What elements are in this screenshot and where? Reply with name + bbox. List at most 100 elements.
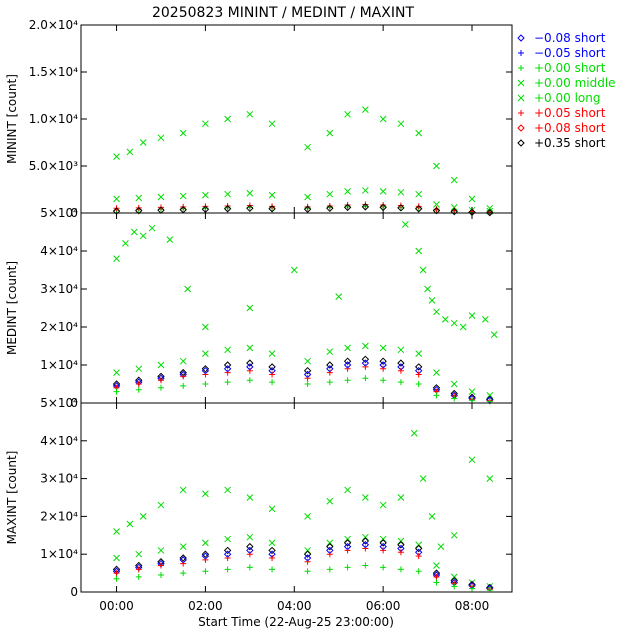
y-axis-label: MAXINT [count] [5, 451, 19, 545]
data-point [224, 190, 231, 198]
data-point [180, 373, 187, 380]
data-point [268, 539, 276, 547]
data-point [326, 551, 333, 558]
data-point [135, 206, 143, 215]
data-point [451, 583, 458, 590]
data-point [415, 381, 422, 387]
data-point [379, 344, 387, 352]
data-point [135, 194, 143, 202]
data-point [344, 344, 351, 352]
data-point [113, 153, 120, 160]
y-tick-label: 5×10⁴ [40, 206, 78, 220]
data-point [180, 570, 187, 577]
data-point [326, 204, 334, 213]
plot-frame [80, 402, 513, 593]
data-point [344, 365, 351, 372]
data-point [468, 312, 476, 319]
data-point [428, 513, 436, 520]
data-point [304, 357, 311, 365]
x-tick-label: 00:00 [99, 599, 134, 613]
data-point [450, 531, 458, 539]
y-tick-label: 0 [70, 396, 78, 410]
data-point [362, 533, 369, 541]
data-point [269, 379, 276, 386]
data-point [486, 475, 494, 482]
panels: 0 5.0×10³ 1.0×10⁴ 1.5×10⁴ 2.0×10⁴ MININT [cou… [5, 18, 513, 599]
data-point [397, 541, 405, 549]
data-point [397, 549, 404, 556]
data-point [304, 513, 311, 520]
data-point [224, 346, 231, 354]
data-point [379, 539, 387, 547]
legend-label: +0.05 short [534, 106, 606, 120]
data-point [269, 554, 276, 561]
data-point [432, 206, 441, 215]
data-point [246, 189, 254, 197]
data-point [362, 494, 369, 501]
data-point [135, 381, 142, 387]
data-point [459, 323, 467, 331]
data-point [380, 377, 387, 384]
data-point [450, 380, 458, 388]
data-point [468, 456, 476, 464]
data-point [113, 388, 120, 395]
legend-label: −0.05 short [534, 46, 606, 60]
data-point [441, 316, 449, 323]
series-group [112, 221, 498, 405]
data-point [397, 204, 405, 212]
data-point [224, 379, 231, 386]
data-point [379, 357, 387, 365]
data-point [428, 297, 436, 304]
data-point [362, 363, 369, 370]
data-point [397, 566, 404, 573]
data-point [269, 371, 276, 378]
data-point [419, 475, 427, 482]
data-point [126, 148, 134, 156]
data-point [379, 188, 387, 195]
legend-item: −0.08 short [517, 31, 606, 45]
data-point [135, 365, 143, 373]
x-tick-labels: 00:00 02:00 04:00 06:00 08:00 [99, 599, 489, 613]
data-point [361, 355, 370, 364]
data-point [126, 520, 134, 528]
data-point [410, 429, 418, 437]
data-point [202, 568, 209, 575]
data-point [486, 204, 494, 212]
data-point [113, 575, 120, 582]
legend-item: +0.08 short [517, 121, 606, 135]
legend-symbol [518, 50, 524, 56]
legend-label: +0.00 middle [534, 76, 616, 90]
legend-symbol [517, 34, 525, 42]
data-point [379, 203, 387, 212]
data-point [202, 120, 209, 128]
data-point [362, 375, 369, 382]
legend-symbol [517, 94, 525, 102]
legend-symbol [518, 110, 524, 116]
data-point [304, 568, 311, 575]
data-point [157, 562, 164, 569]
data-point [433, 579, 440, 586]
y-tick-label: 0 [70, 585, 78, 599]
data-point [157, 571, 164, 578]
data-point [224, 554, 231, 561]
data-point [379, 535, 387, 543]
data-point [113, 195, 120, 203]
data-point [179, 486, 187, 494]
data-point [223, 546, 232, 555]
data-point [268, 205, 276, 213]
data-point [326, 497, 334, 505]
data-point [450, 207, 458, 216]
data-point [139, 139, 147, 146]
y-tick-label: 3×10⁴ [40, 282, 78, 296]
data-point [157, 501, 165, 509]
data-point [433, 562, 440, 569]
panel-2: 0 1×10⁴ 2×10⁴ 3×10⁴ 4×10⁴ 5×10⁴ MEDINT [count] [5, 206, 513, 410]
data-point [362, 562, 369, 569]
data-point [201, 205, 210, 213]
legend-symbol [518, 65, 524, 71]
y-tick-label: 2×10⁴ [40, 509, 78, 523]
data-point [437, 543, 445, 550]
y-tick-label: 1.0×10⁴ [29, 112, 78, 126]
data-point [343, 203, 352, 212]
data-point [415, 190, 423, 198]
